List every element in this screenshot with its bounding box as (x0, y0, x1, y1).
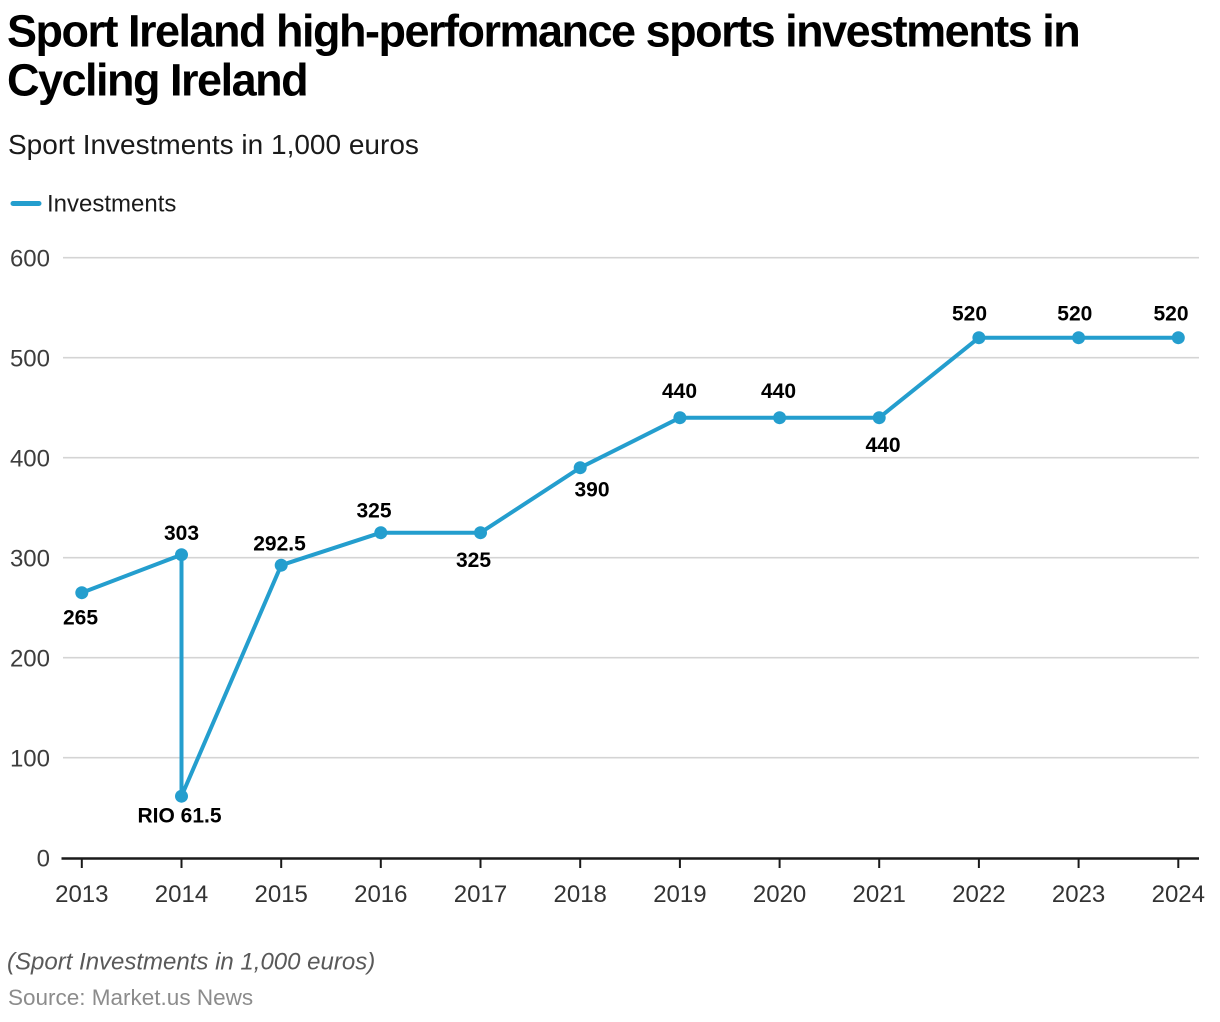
svg-text:2019: 2019 (653, 881, 706, 908)
svg-text:440: 440 (662, 380, 697, 403)
svg-text:Cycling Ireland: Cycling Ireland (7, 55, 307, 106)
svg-text:200: 200 (10, 646, 50, 673)
svg-text:600: 600 (10, 246, 50, 273)
svg-text:2017: 2017 (454, 881, 507, 908)
svg-text:390: 390 (574, 479, 609, 502)
svg-text:(Sport Investments in 1,000 eu: (Sport Investments in 1,000 euros) (7, 949, 375, 976)
svg-text:0: 0 (37, 846, 50, 873)
svg-text:Sport Investments in 1,000 eur: Sport Investments in 1,000 euros (8, 129, 419, 160)
svg-text:100: 100 (10, 746, 50, 773)
svg-text:300: 300 (10, 546, 50, 573)
svg-text:Investments: Investments (47, 191, 176, 218)
svg-text:520: 520 (1057, 303, 1092, 326)
svg-text:520: 520 (952, 303, 987, 326)
svg-text:2020: 2020 (753, 881, 806, 908)
svg-text:2014: 2014 (155, 881, 208, 908)
svg-text:Source: Market.us News: Source: Market.us News (8, 985, 253, 1010)
svg-text:Sport Ireland high-performance: Sport Ireland high-performance sports in… (7, 6, 1079, 57)
svg-text:325: 325 (456, 549, 491, 572)
svg-text:2023: 2023 (1052, 881, 1105, 908)
svg-text:303: 303 (164, 522, 199, 545)
svg-text:2022: 2022 (952, 881, 1005, 908)
svg-text:265: 265 (63, 607, 98, 630)
svg-text:400: 400 (10, 446, 50, 473)
svg-text:2013: 2013 (55, 881, 108, 908)
svg-text:2024: 2024 (1152, 881, 1205, 908)
svg-text:325: 325 (356, 500, 391, 523)
svg-text:440: 440 (761, 380, 796, 403)
svg-text:440: 440 (865, 434, 900, 457)
svg-text:RIO 61.5: RIO 61.5 (137, 805, 221, 828)
svg-text:2015: 2015 (255, 881, 308, 908)
svg-text:292.5: 292.5 (253, 533, 306, 556)
svg-text:520: 520 (1153, 303, 1188, 326)
svg-text:2021: 2021 (853, 881, 906, 908)
svg-text:2018: 2018 (554, 881, 607, 908)
svg-text:2016: 2016 (354, 881, 407, 908)
svg-text:500: 500 (10, 346, 50, 373)
